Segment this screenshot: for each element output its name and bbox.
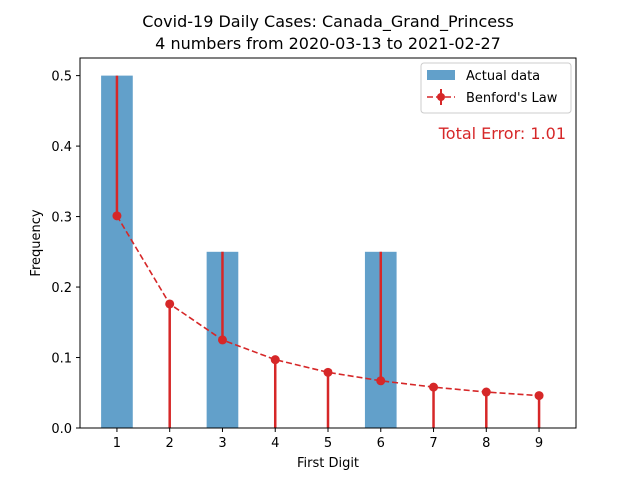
x-tick-label: 8 — [482, 436, 490, 451]
y-tick-label: 0.5 — [51, 70, 72, 85]
legend: Actual data Benford's Law — [420, 62, 572, 114]
x-tick-label: 6 — [377, 436, 385, 451]
x-axis-label: First Digit — [297, 456, 359, 471]
bar-series — [101, 75, 397, 428]
benford-point-8 — [481, 387, 491, 397]
x-axis-ticks: 1 2 3 4 5 6 7 8 9 — [113, 428, 543, 451]
legend-label-benford: Benford's Law — [466, 91, 558, 106]
benford-points — [112, 211, 544, 401]
x-tick-label: 4 — [271, 436, 279, 451]
chart-title-line1: Covid-19 Daily Cases: Canada_Grand_Princ… — [142, 12, 514, 32]
y-tick-label: 0.0 — [51, 422, 72, 437]
x-tick-label: 9 — [535, 436, 543, 451]
benford-point-6 — [376, 376, 386, 386]
x-tick-label: 1 — [113, 436, 121, 451]
benford-point-9 — [534, 391, 544, 401]
x-tick-label: 3 — [218, 436, 226, 451]
legend-marker-swatch — [437, 93, 445, 101]
y-tick-label: 0.3 — [51, 211, 72, 226]
total-error-annotation: Total Error: 1.01 — [438, 124, 566, 143]
benford-point-7 — [429, 382, 439, 392]
legend-label-actual: Actual data — [466, 69, 540, 84]
y-tick-label: 0.2 — [51, 281, 72, 296]
benford-line — [116, 215, 540, 397]
benford-point-2 — [165, 299, 175, 309]
y-tick-label: 0.1 — [51, 352, 72, 367]
x-tick-label: 2 — [166, 436, 174, 451]
x-tick-label: 7 — [429, 436, 437, 451]
benford-point-1 — [112, 211, 122, 221]
y-tick-label: 0.4 — [51, 140, 72, 155]
chart-title-line2: 4 numbers from 2020-03-13 to 2021-02-27 — [155, 34, 501, 53]
benford-point-4 — [270, 355, 280, 365]
benford-point-5 — [323, 367, 333, 377]
x-tick-label: 5 — [324, 436, 332, 451]
chart-title: Covid-19 Daily Cases: Canada_Grand_Princ… — [142, 12, 514, 53]
legend-box — [420, 62, 572, 114]
benford-point-3 — [217, 335, 227, 345]
error-lines — [115, 75, 541, 428]
y-axis-label: Frequency — [29, 209, 44, 276]
legend-bar-swatch — [427, 70, 455, 80]
y-axis-ticks: 0.0 0.1 0.2 0.3 0.4 0.5 — [51, 70, 80, 437]
